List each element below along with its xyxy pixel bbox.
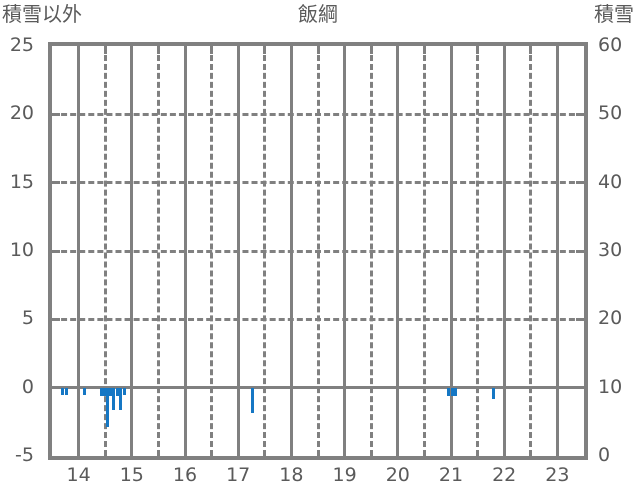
x-tick-top <box>449 42 453 54</box>
x-tick-top <box>263 42 267 54</box>
x-axis-label: 18 <box>279 464 304 486</box>
plot-area <box>48 42 588 460</box>
y-tick-right <box>576 112 588 116</box>
y-axis-label-right: 20 <box>598 307 623 330</box>
x-tick-top <box>130 42 134 54</box>
x-tick-top <box>156 42 160 54</box>
x-tick-top <box>555 42 559 54</box>
bar <box>103 387 107 396</box>
horizontal-gridline <box>52 181 584 185</box>
page-title: 飯綱 <box>298 2 338 26</box>
x-axis-label: 19 <box>332 464 357 486</box>
y-tick-right <box>576 181 588 185</box>
bar <box>115 387 119 396</box>
bar <box>446 387 450 396</box>
x-tick-bottom <box>236 448 240 460</box>
y-axis-label-right: 60 <box>598 34 623 56</box>
x-axis-label: 21 <box>438 464 464 486</box>
x-tick-top <box>369 42 373 54</box>
x-axis-label: 14 <box>66 464 91 486</box>
x-axis-label: 17 <box>226 464 251 486</box>
y-tick-left <box>48 112 60 116</box>
bar <box>109 387 113 396</box>
bar <box>83 387 87 396</box>
y-tick-left <box>48 181 60 185</box>
bar <box>454 387 458 396</box>
y-axis-label-right: 40 <box>598 170 623 193</box>
y-tick-left <box>48 386 60 390</box>
y-axis-label-right: 50 <box>598 102 623 125</box>
y-axis-label-right: 30 <box>598 239 623 261</box>
y-tick-left <box>48 249 60 253</box>
x-tick-top <box>289 42 293 54</box>
x-tick-bottom <box>555 448 559 460</box>
y-axis-label-right: 10 <box>598 375 623 398</box>
y-tick-right <box>576 249 588 253</box>
x-tick-bottom <box>130 448 134 460</box>
bar <box>119 387 123 410</box>
x-tick-top <box>476 42 480 54</box>
plot-inner <box>52 46 584 456</box>
right-axis-title: 積雪 <box>594 2 634 26</box>
left-axis-title: 積雪以外 <box>2 2 82 26</box>
bar <box>251 387 255 413</box>
bar <box>122 387 126 396</box>
bar <box>65 387 69 396</box>
x-axis-label: 20 <box>385 464 410 486</box>
x-tick-top <box>183 42 187 54</box>
y-axis-label-left: 20 <box>9 102 34 125</box>
y-axis-label-left: 5 <box>21 307 34 330</box>
bar <box>61 387 65 396</box>
y-axis-label-right: 0 <box>598 444 611 466</box>
x-tick-top <box>343 42 347 54</box>
bar <box>99 387 103 396</box>
y-axis-label-left: 10 <box>9 239 34 261</box>
bar <box>112 387 116 410</box>
bar <box>105 387 109 428</box>
zero-baseline <box>52 386 584 390</box>
x-tick-top <box>77 42 81 54</box>
x-tick-top <box>103 42 107 54</box>
x-tick-bottom <box>289 448 293 460</box>
x-axis-label: 16 <box>172 464 198 486</box>
x-axis-label: 22 <box>492 464 517 486</box>
x-tick-top <box>529 42 533 54</box>
horizontal-gridline <box>52 249 584 253</box>
x-tick-top <box>210 42 214 54</box>
y-axis-label-left: -5 <box>15 444 34 466</box>
x-tick-top <box>236 42 240 54</box>
x-tick-bottom <box>449 448 453 460</box>
y-tick-left <box>48 317 60 321</box>
x-tick-bottom <box>502 448 506 460</box>
x-tick-bottom <box>77 448 81 460</box>
x-axis-label: 23 <box>545 464 570 486</box>
horizontal-gridline <box>52 112 584 116</box>
x-tick-bottom <box>343 448 347 460</box>
y-axis-label-left: 0 <box>21 375 34 398</box>
horizontal-gridline <box>52 317 584 321</box>
y-tick-right <box>576 386 588 390</box>
x-tick-bottom <box>396 448 400 460</box>
bar <box>450 387 454 396</box>
x-tick-top <box>316 42 320 54</box>
x-axis-label: 15 <box>119 464 144 486</box>
y-axis-label-left: 15 <box>9 170 34 193</box>
y-tick-right <box>576 317 588 321</box>
x-tick-top <box>502 42 506 54</box>
x-tick-bottom <box>183 448 187 460</box>
y-axis-label-left: 25 <box>9 34 34 56</box>
x-tick-top <box>396 42 400 54</box>
bar <box>491 387 495 399</box>
x-tick-top <box>422 42 426 54</box>
